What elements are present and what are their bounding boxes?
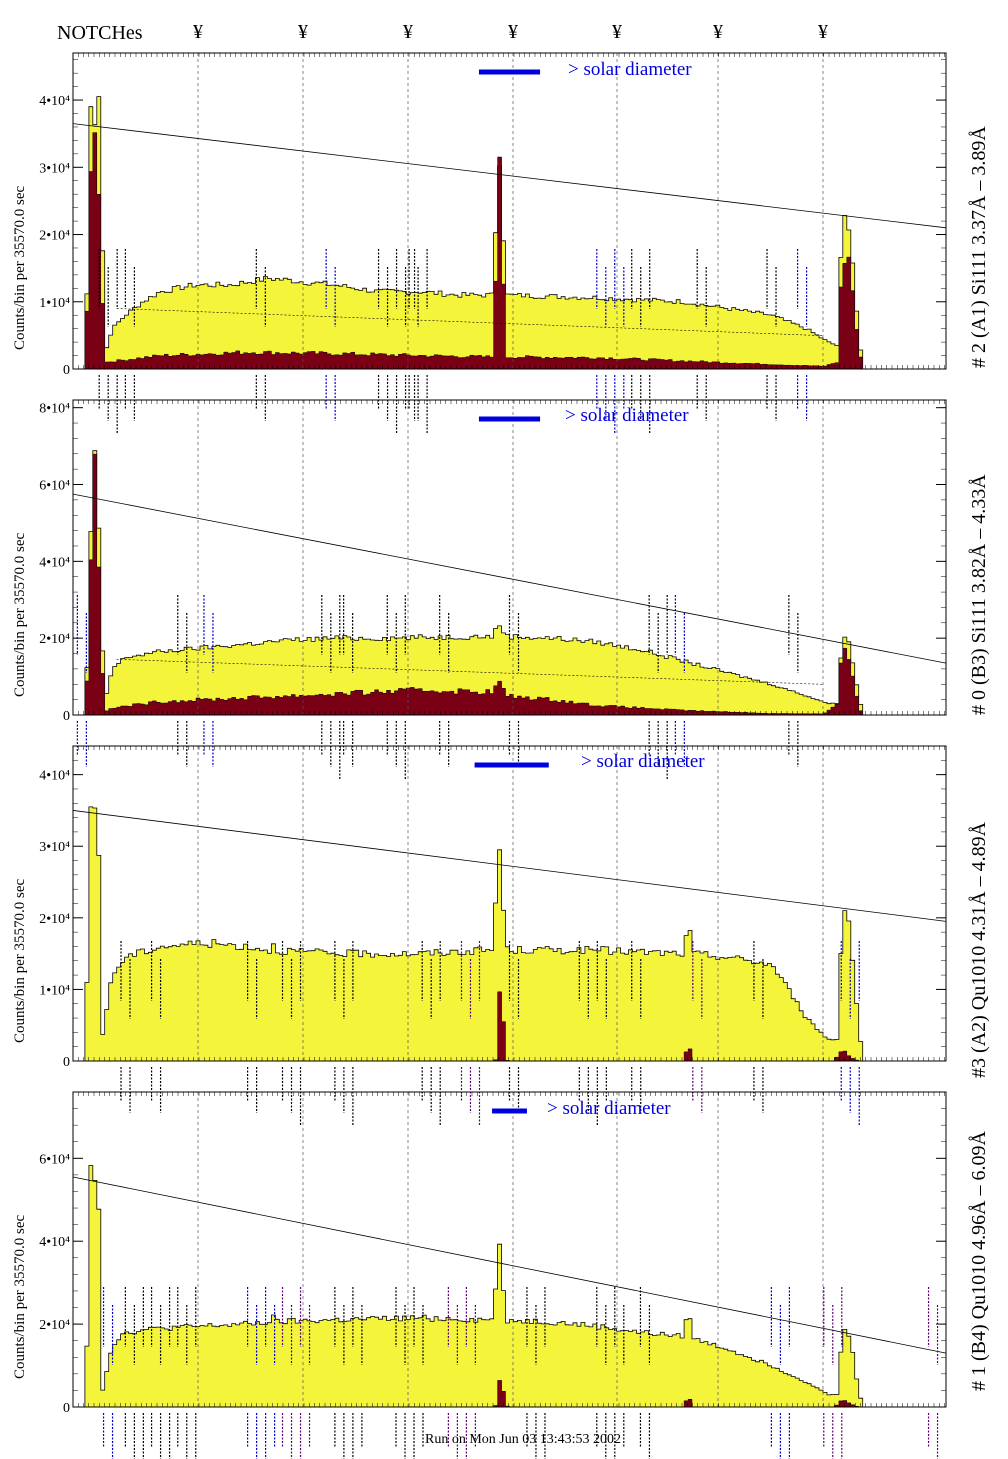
trend-line	[72, 1176, 947, 1354]
panel-title: # 2 (A1) Si111 3.37Å – 3.89Å	[968, 126, 990, 368]
y-tick-label: 2•10⁴	[39, 632, 70, 647]
y-tick-label: 4•10⁴	[39, 1235, 70, 1250]
chart-panel-b3: 0 2•10⁴ 4•10⁴ 6•10⁴ 8•10⁴ Counts/bin per 355…	[0, 397, 1008, 779]
plot-frame	[72, 52, 947, 370]
spectrum-plot: 0 1•10⁴ 2•10⁴ 3•10⁴ 4•10⁴	[39, 52, 947, 433]
reference-curve	[116, 658, 824, 685]
y-tick-label: 2•10⁴	[39, 1318, 70, 1333]
y-axis-label: Counts/bin per 35570.0 sec	[12, 878, 28, 1043]
solar-diameter-label: > solar diameter	[581, 751, 705, 772]
chart-panel-a1: 0 1•10⁴ 2•10⁴ 3•10⁴ 4•10⁴ Counts/bin per 355…	[0, 50, 1008, 433]
plot-frame	[72, 399, 947, 716]
plot-frame	[72, 1091, 947, 1408]
panel-title: # 1 (B4) Qu1010 4.96Å – 6.09Å	[968, 1131, 990, 1391]
y-tick-label: 2•10⁴	[39, 229, 70, 244]
panel-title: # 0 (B3) Si111 3.82Å – 4.33Å	[968, 474, 990, 715]
notch-marker: ¥	[193, 21, 203, 43]
notch-marker: ¥	[403, 21, 413, 43]
spectrum-plot: 0 2•10⁴ 4•10⁴ 6•10⁴ 8•10⁴	[39, 399, 947, 779]
notches-header: NOTCHes ¥ ¥ ¥ ¥ ¥ ¥ ¥	[0, 0, 1008, 50]
notch-marker: ¥	[713, 21, 723, 43]
solar-diameter-label: > solar diameter	[568, 59, 692, 80]
notch-marker: ¥	[818, 21, 828, 43]
panel-title: #3 (A2) Qu1010 4.31Å – 4.89Å	[968, 821, 990, 1078]
counts-histogram-light	[73, 450, 946, 716]
y-axis-label: Counts/bin per 35570.0 sec	[12, 1214, 28, 1379]
chart-panel-b4: 0 2•10⁴ 4•10⁴ 6•10⁴ Counts/bin per 35570.0 …	[0, 1089, 1008, 1459]
notch-marker: ¥	[612, 21, 622, 43]
trend-line	[72, 810, 947, 922]
y-tick-label: 6•10⁴	[39, 1152, 70, 1167]
counts-histogram-light	[73, 96, 946, 370]
notch-marker: ¥	[298, 21, 308, 43]
y-tick-label: 3•10⁴	[39, 840, 70, 855]
reference-curve	[116, 308, 824, 337]
y-tick-label: 1•10⁴	[39, 983, 70, 998]
trend-line	[72, 493, 947, 664]
notch-marker: ¥	[508, 21, 518, 43]
y-axis-label: Counts/bin per 35570.0 sec	[12, 185, 28, 350]
counts-histogram-dark	[73, 132, 946, 370]
y-tick-label: 0	[63, 709, 70, 724]
counts-histogram-light	[73, 806, 946, 1062]
y-tick-label: 4•10⁴	[39, 769, 70, 784]
y-tick-label: 0	[63, 1055, 70, 1070]
trend-line	[72, 123, 947, 229]
y-axis-label: Counts/bin per 35570.0 sec	[12, 532, 28, 697]
y-tick-label: 0	[63, 363, 70, 378]
solar-diameter-label: > solar diameter	[547, 1098, 671, 1119]
y-tick-label: 3•10⁴	[39, 161, 70, 176]
counts-histogram-dark	[73, 453, 946, 716]
y-tick-label: 8•10⁴	[39, 402, 70, 417]
y-tick-label: 0	[63, 1401, 70, 1416]
solar-diameter-label: > solar diameter	[565, 405, 689, 426]
y-tick-label: 2•10⁴	[39, 912, 70, 927]
y-tick-label: 4•10⁴	[39, 555, 70, 570]
notches-title: NOTCHes	[57, 22, 143, 44]
run-timestamp: Run on Mon Jun 03 13:43:53 2002	[425, 1432, 622, 1447]
spectrum-plot: 0 2•10⁴ 4•10⁴ 6•10⁴	[39, 1091, 947, 1459]
y-tick-label: 1•10⁴	[39, 296, 70, 311]
y-tick-label: 4•10⁴	[39, 94, 70, 109]
counts-histogram-light	[73, 1165, 946, 1408]
y-tick-label: 6•10⁴	[39, 479, 70, 494]
spectrum-plot: 0 1•10⁴ 2•10⁴ 3•10⁴ 4•10⁴	[39, 745, 947, 1125]
chart-panel-a2: 0 1•10⁴ 2•10⁴ 3•10⁴ 4•10⁴ Counts/bin per 355…	[0, 743, 1008, 1125]
